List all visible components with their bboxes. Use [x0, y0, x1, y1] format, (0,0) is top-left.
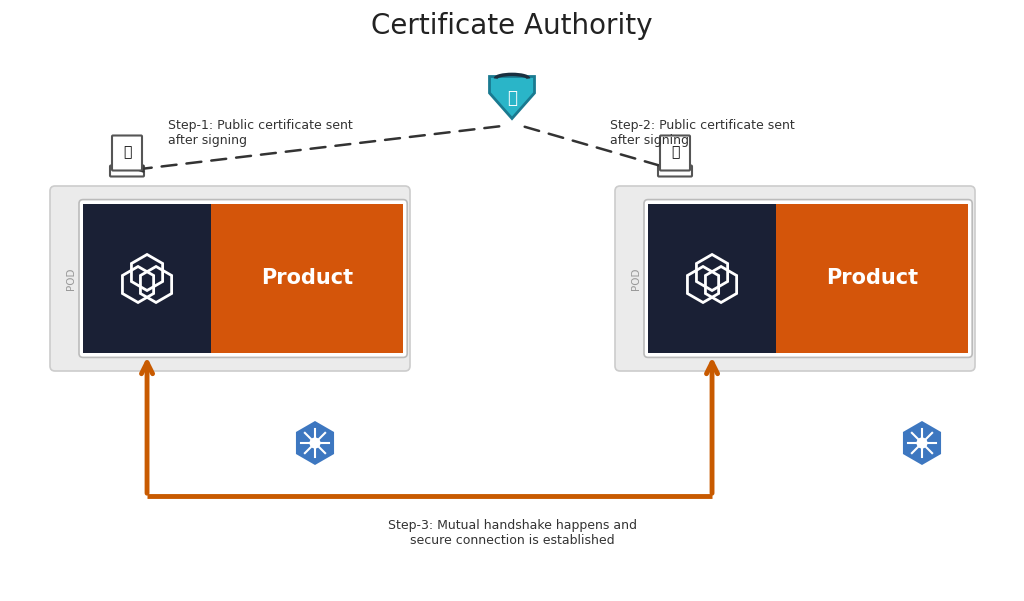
- Text: 🔒: 🔒: [123, 145, 131, 159]
- FancyBboxPatch shape: [50, 186, 410, 371]
- Text: Step-3: Mutual handshake happens and
secure connection is established: Step-3: Mutual handshake happens and sec…: [387, 519, 637, 547]
- Text: POD: POD: [66, 267, 76, 290]
- FancyBboxPatch shape: [660, 135, 690, 171]
- Text: Product: Product: [261, 269, 353, 288]
- Text: POD: POD: [631, 267, 641, 290]
- Text: Certificate Authority: Certificate Authority: [372, 12, 652, 40]
- Circle shape: [918, 438, 927, 448]
- Polygon shape: [903, 421, 941, 465]
- FancyBboxPatch shape: [110, 165, 144, 177]
- Polygon shape: [489, 76, 535, 118]
- FancyBboxPatch shape: [644, 200, 972, 358]
- FancyBboxPatch shape: [79, 200, 408, 358]
- Text: Product: Product: [826, 269, 919, 288]
- Polygon shape: [296, 421, 334, 465]
- Text: Step-1: Public certificate sent
after signing: Step-1: Public certificate sent after si…: [168, 119, 352, 147]
- FancyBboxPatch shape: [776, 204, 969, 353]
- Text: 🔑: 🔑: [507, 89, 517, 107]
- Circle shape: [310, 438, 319, 448]
- Text: Step-2: Public certificate sent
after signing: Step-2: Public certificate sent after si…: [610, 119, 795, 147]
- FancyBboxPatch shape: [648, 204, 776, 353]
- FancyBboxPatch shape: [615, 186, 975, 371]
- FancyBboxPatch shape: [658, 165, 692, 177]
- FancyBboxPatch shape: [112, 135, 142, 171]
- Text: 🔒: 🔒: [671, 145, 679, 159]
- FancyBboxPatch shape: [83, 204, 211, 353]
- FancyBboxPatch shape: [211, 204, 403, 353]
